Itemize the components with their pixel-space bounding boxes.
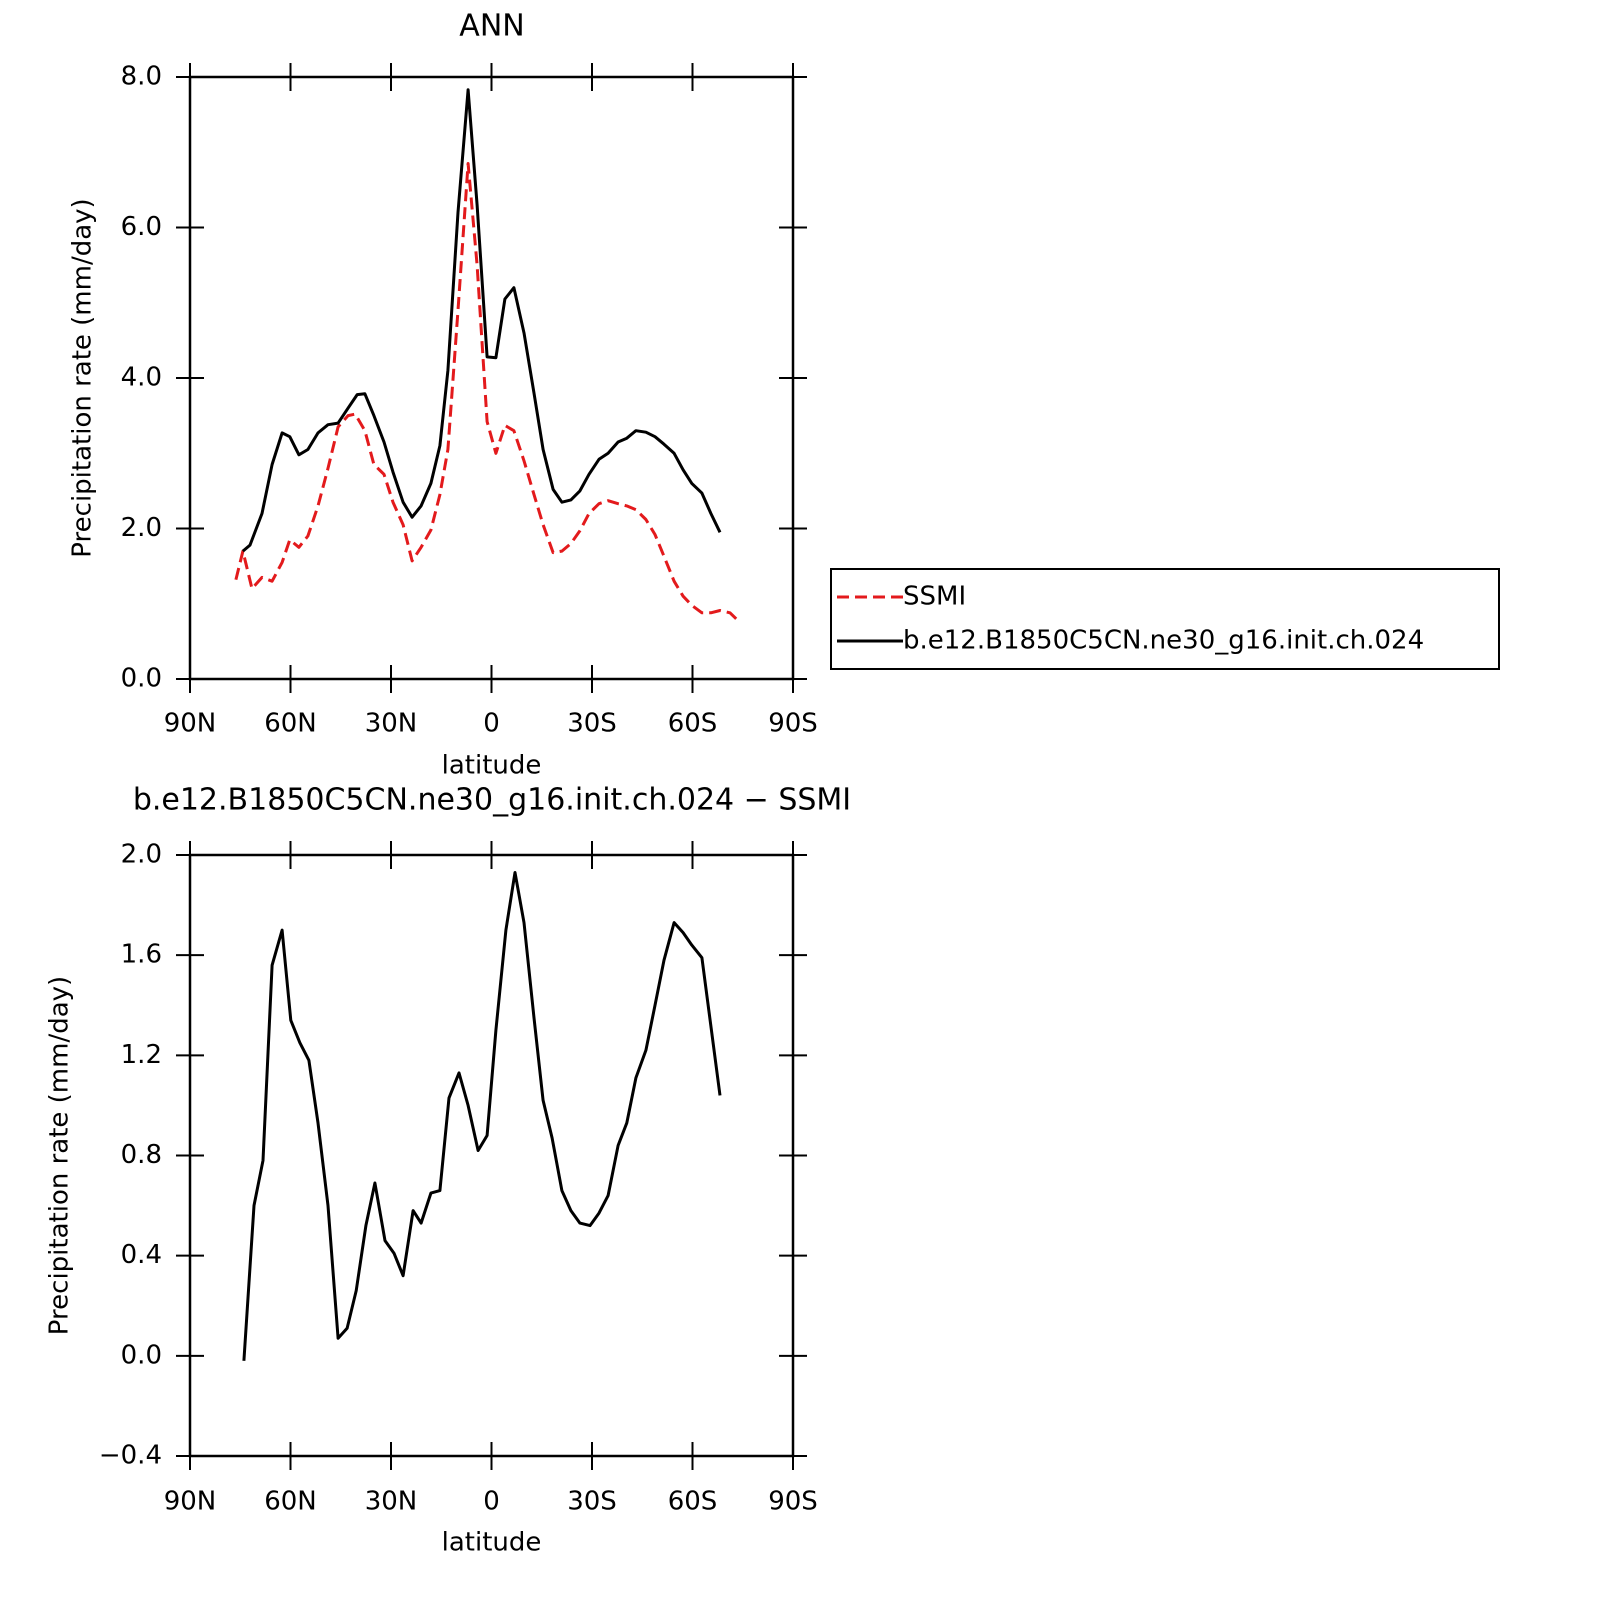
legend-label: b.e12.B1850C5CN.ne30_g16.init.ch.024: [903, 626, 1424, 656]
x-tick-label: 60S: [668, 709, 718, 739]
x-axis-label: latitude: [442, 1528, 542, 1558]
x-tick-label: 30S: [567, 709, 617, 739]
y-tick-label: 0.0: [121, 664, 162, 694]
y-tick-label: 2.0: [121, 513, 162, 543]
x-axis-label: latitude: [442, 751, 542, 781]
y-tick-label: 2.0: [121, 840, 162, 870]
y-tick-label: 0.4: [121, 1240, 162, 1270]
legend: SSMI b.e12.B1850C5CN.ne30_g16.init.ch.024: [830, 568, 1500, 670]
data-line: [241, 88, 722, 553]
x-tick-label: 90S: [768, 1487, 818, 1517]
y-tick-label: 1.6: [121, 940, 162, 970]
y-tick-label: −0.4: [99, 1441, 162, 1471]
plot-frame: [188, 853, 795, 1458]
legend-box: [830, 568, 1500, 670]
y-tick-label: 6.0: [121, 212, 162, 242]
x-tick-label: 0: [483, 1487, 500, 1517]
y-axis-label: Precipitation rate (mm/day): [68, 198, 98, 557]
y-tick-label: 0.8: [121, 1140, 162, 1170]
chart-title: ANN: [459, 9, 524, 44]
plot-frame: [188, 75, 795, 681]
data-line: [234, 162, 742, 624]
x-tick-label: 30N: [365, 1487, 418, 1517]
x-tick-label: 90N: [164, 1487, 217, 1517]
x-tick-label: 60N: [264, 709, 317, 739]
y-tick-label: 4.0: [121, 363, 162, 393]
y-tick-label: 0.0: [121, 1340, 162, 1370]
x-tick-label: 60N: [264, 1487, 317, 1517]
x-tick-label: 30S: [567, 1487, 617, 1517]
y-axis-label: Precipitation rate (mm/day): [45, 976, 75, 1335]
data-line: [242, 871, 722, 1361]
chart-title: b.e12.B1850C5CN.ne30_g16.init.ch.024 − S…: [133, 783, 851, 818]
y-tick-label: 1.2: [121, 1040, 162, 1070]
x-tick-label: 60S: [668, 1487, 718, 1517]
x-tick-label: 90N: [164, 709, 217, 739]
legend-label: SSMI: [903, 582, 966, 612]
x-tick-label: 30N: [365, 709, 418, 739]
x-tick-label: 90S: [768, 709, 818, 739]
x-tick-label: 0: [483, 709, 500, 739]
y-tick-label: 8.0: [121, 62, 162, 92]
